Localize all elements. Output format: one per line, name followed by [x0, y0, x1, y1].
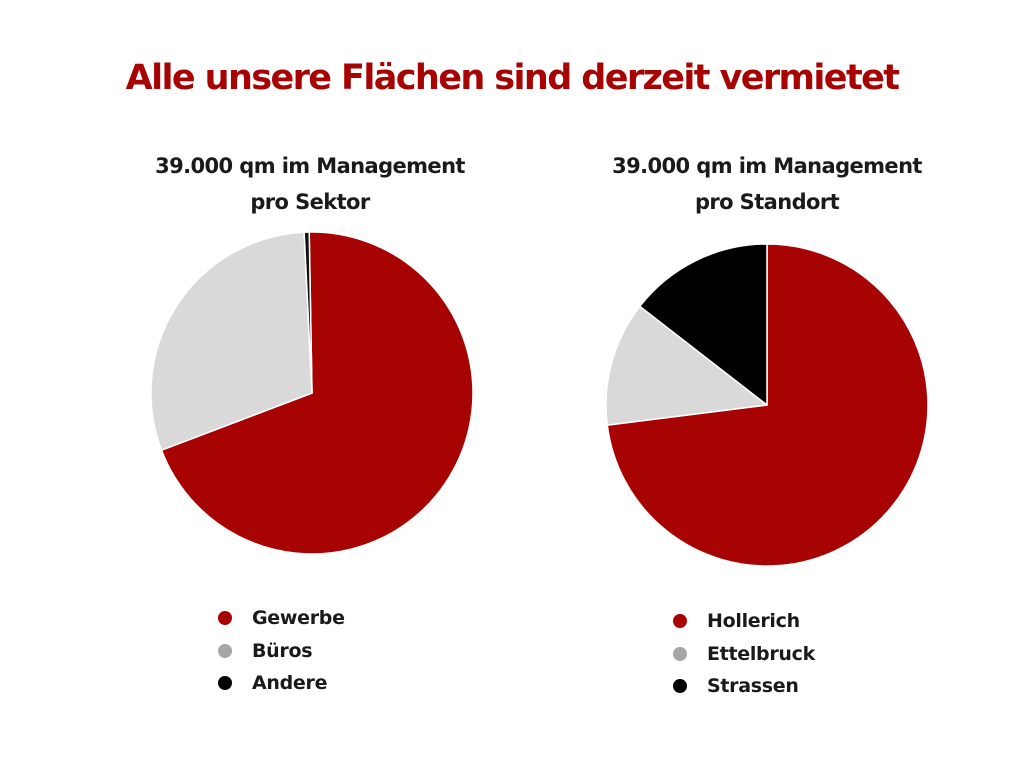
pie-chart-sektor: 39.000 qm im Management pro Sektor: [90, 148, 530, 220]
pie-slice-ettelbruck: [605, 305, 768, 426]
chart-title-line1: 39.000 qm im Management: [155, 154, 465, 178]
pie-1: [605, 243, 929, 567]
legend-item: Andere: [218, 667, 345, 700]
chart-title-line2: pro Sektor: [250, 190, 370, 214]
pie-slice-buros: [150, 231, 313, 451]
legend-label: Gewerbe: [252, 607, 345, 630]
pie-slice-strassen: [639, 243, 768, 406]
legend-label: Strassen: [707, 675, 799, 698]
legend-label: Hollerich: [707, 610, 800, 633]
legend-label: Andere: [252, 672, 328, 695]
legend-marker-ettelbruck: [673, 646, 687, 661]
legend-marker-hollerich: [673, 614, 687, 629]
legend-label: Büros: [252, 639, 313, 662]
legend-marker-gewerbe: [218, 611, 232, 626]
legend-sektor: Gewerbe Büros Andere: [218, 602, 345, 700]
chart-title-line1: 39.000 qm im Management: [612, 154, 922, 178]
legend-standort: Hollerich Ettelbruck Strassen: [673, 605, 815, 703]
legend-item: Gewerbe: [218, 602, 345, 635]
chart-title-line2: pro Standort: [694, 190, 840, 214]
legend-label: Ettelbruck: [707, 642, 815, 665]
pie-slice-gewerbe: [160, 231, 474, 555]
page-title: Alle unsere Flächen sind derzeit vermiet…: [125, 58, 900, 98]
pie-slice-andere: [303, 231, 313, 394]
legend-item: Ettelbruck: [673, 638, 815, 671]
legend-item: Büros: [218, 635, 345, 668]
legend-marker-strassen: [673, 679, 687, 694]
pie-0: [150, 231, 474, 555]
pie-chart-standort: 39.000 qm im Management pro Standort: [547, 148, 987, 220]
legend-item: Strassen: [673, 670, 815, 703]
legend-marker-andere: [218, 676, 232, 691]
legend-marker-buros: [218, 643, 232, 658]
legend-item: Hollerich: [673, 605, 815, 638]
